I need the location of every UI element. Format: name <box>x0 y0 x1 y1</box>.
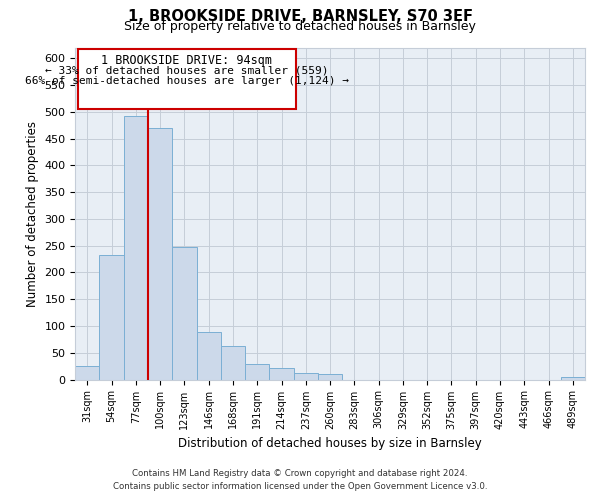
Text: 66% of semi-detached houses are larger (1,124) →: 66% of semi-detached houses are larger (… <box>25 76 349 86</box>
Bar <box>124 116 148 380</box>
Text: Contains HM Land Registry data © Crown copyright and database right 2024.
Contai: Contains HM Land Registry data © Crown c… <box>113 470 487 491</box>
X-axis label: Distribution of detached houses by size in Barnsley: Distribution of detached houses by size … <box>178 437 482 450</box>
Bar <box>172 248 197 380</box>
Bar <box>561 377 585 380</box>
Bar <box>221 346 245 380</box>
Bar <box>197 332 221 380</box>
Bar <box>75 366 100 380</box>
Y-axis label: Number of detached properties: Number of detached properties <box>26 120 39 306</box>
Text: 1 BROOKSIDE DRIVE: 94sqm: 1 BROOKSIDE DRIVE: 94sqm <box>101 54 272 67</box>
FancyBboxPatch shape <box>77 48 296 109</box>
Bar <box>318 374 342 380</box>
Bar <box>245 364 269 380</box>
Bar <box>293 372 318 380</box>
Text: ← 33% of detached houses are smaller (559): ← 33% of detached houses are smaller (55… <box>45 66 329 76</box>
Text: Size of property relative to detached houses in Barnsley: Size of property relative to detached ho… <box>124 20 476 33</box>
Bar <box>269 368 293 380</box>
Bar <box>148 128 172 380</box>
Text: 1, BROOKSIDE DRIVE, BARNSLEY, S70 3EF: 1, BROOKSIDE DRIVE, BARNSLEY, S70 3EF <box>128 9 473 24</box>
Bar <box>100 255 124 380</box>
